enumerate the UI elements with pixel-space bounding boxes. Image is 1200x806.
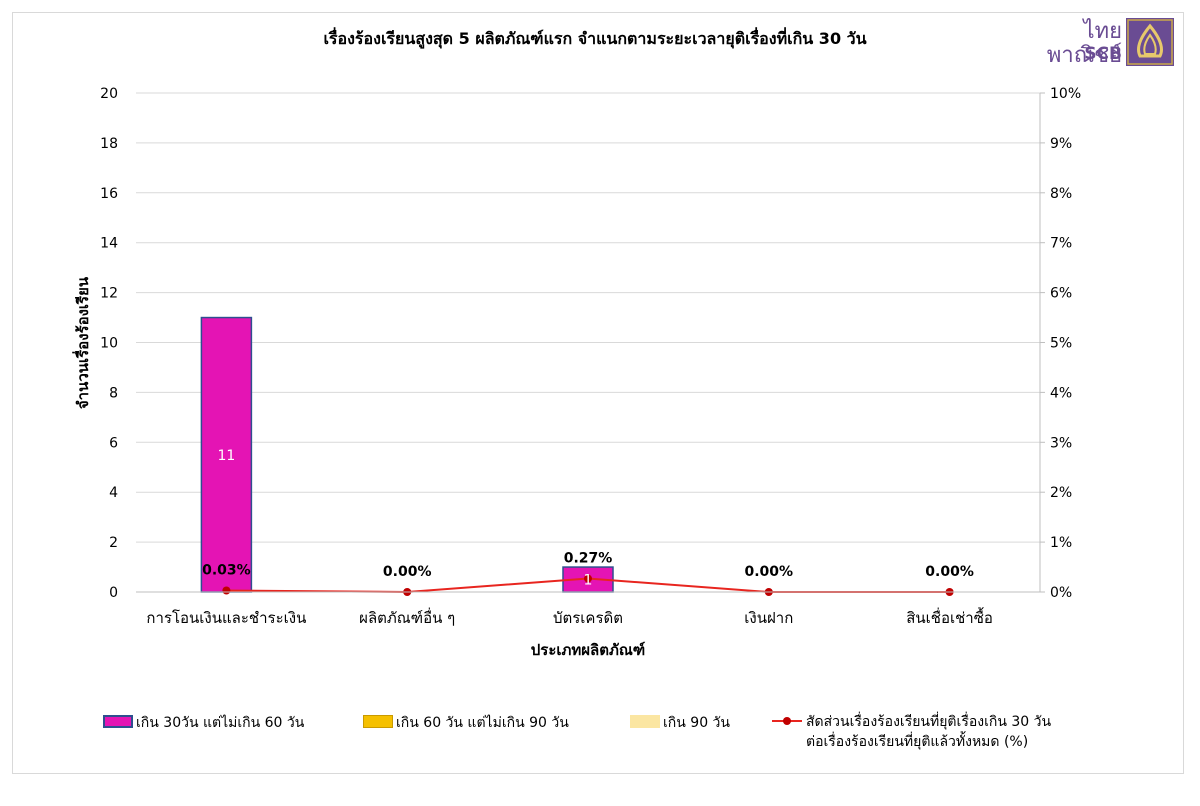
legend: เกิน 30วัน แต่ไม่เกิน 60 วัน เกิน 60 วัน…	[100, 712, 1100, 762]
legend-item-series-4: สัดส่วนเรื่องร้องเรียนที่ยุติเรื่องเกิน …	[772, 712, 1051, 752]
legend-label-series-3: เกิน 90 วัน	[663, 715, 730, 731]
y-tick-label: 16	[100, 186, 118, 202]
y2-tick-label: 5%	[1050, 336, 1072, 352]
ratio-value-label: 0.00%	[745, 564, 794, 580]
y2-tick-label: 10%	[1050, 86, 1081, 102]
y2-tick-label: 1%	[1050, 535, 1072, 551]
y-tick-label: 4	[109, 485, 118, 501]
legend-label-series-4-line-1: สัดส่วนเรื่องร้องเรียนที่ยุติเรื่องเกิน …	[806, 714, 1052, 730]
bar	[200, 316, 253, 593]
legend-swatch-series-2	[363, 715, 393, 728]
x-tick-label: บัตรเครดิต	[553, 609, 623, 627]
legend-item-series-1: เกิน 30วัน แต่ไม่เกิน 60 วัน	[103, 712, 304, 734]
y-tick-label: 6	[109, 435, 118, 451]
y-tick-label: 20	[100, 86, 118, 102]
legend-label-series-4-line-2: ต่อเรื่องร้องเรียนที่ยุติแล้วทั้งหมด (%)	[806, 734, 1029, 750]
axis-layer: 0 2 4 6 8 10 12 14 16 18 20 0% 1% 2% 3% 4% 5% 6% 7% 8% 9% 10%…	[100, 86, 1081, 627]
legend-label-series-2: เกิน 60 วัน แต่ไม่เกิน 90 วัน	[396, 715, 569, 731]
y2-tick-label: 7%	[1050, 236, 1072, 252]
y-axis-label: จำนวนเรื่องร้องเรียน	[72, 276, 92, 409]
legend-line-marker-icon	[772, 712, 802, 730]
legend-item-series-2: เกิน 60 วัน แต่ไม่เกิน 90 วัน	[363, 712, 569, 734]
y2-tick-label: 9%	[1050, 136, 1072, 152]
scb-logo: ไทยพาณิชย์ SCB	[1010, 14, 1180, 70]
chart-frame	[12, 12, 1184, 774]
x-tick-label: สินเชื่อเช่าซื้อ	[906, 607, 993, 627]
y2-tick-label: 4%	[1050, 385, 1072, 401]
y-tick-label: 10	[100, 336, 118, 352]
grid-layer	[136, 92, 1040, 543]
y-tick-label: 0	[109, 585, 118, 601]
bars-layer	[200, 316, 614, 593]
ratio-point	[222, 586, 231, 595]
ratio-value-label: 0.00%	[925, 564, 974, 580]
y-tick-label: 14	[100, 236, 118, 252]
y2-tick-label: 2%	[1050, 485, 1072, 501]
legend-label-series-1: เกิน 30วัน แต่ไม่เกิน 60 วัน	[136, 715, 305, 731]
y-tick-label: 8	[109, 385, 118, 401]
x-tick-label: ผลิตภัณฑ์อื่น ๆ	[359, 607, 455, 627]
legend-swatch-series-1	[103, 715, 133, 728]
y-tick-label: 18	[100, 136, 118, 152]
x-tick-label: เงินฝาก	[744, 609, 793, 627]
legend-swatch-series-3	[630, 715, 660, 728]
y2-tick-label: 3%	[1050, 435, 1072, 451]
ratio-point	[584, 574, 592, 583]
x-axis-label: ประเภทผลิตภัณฑ์	[531, 641, 646, 659]
logo-text: ไทยพาณิชย์	[1046, 19, 1122, 68]
ratio-value-label: 0.00%	[383, 564, 432, 580]
y-tick-label: 12	[100, 286, 118, 302]
ratio-value-label: 0.03%	[202, 563, 251, 579]
legend-item-series-3: เกิน 90 วัน	[630, 712, 730, 734]
y2-tick-label: 6%	[1050, 286, 1072, 302]
logo-sub-text: SCB	[1084, 44, 1122, 64]
scb-emblem-icon	[1126, 18, 1174, 66]
ratio-value-label: 0.27%	[564, 551, 613, 567]
y-tick-label: 2	[109, 535, 118, 551]
bar-value-label: 1	[584, 573, 593, 589]
y2-tick-label: 0%	[1050, 585, 1072, 601]
x-tick-label: การโอนเงินและชำระเงิน	[146, 609, 306, 627]
chart-title: เรื่องร้องเรียนสูงสุด 5 ผลิตภัณฑ์แรก จำแ…	[323, 29, 867, 48]
y2-tick-label: 8%	[1050, 186, 1072, 202]
bar-value-label: 11	[217, 448, 235, 464]
